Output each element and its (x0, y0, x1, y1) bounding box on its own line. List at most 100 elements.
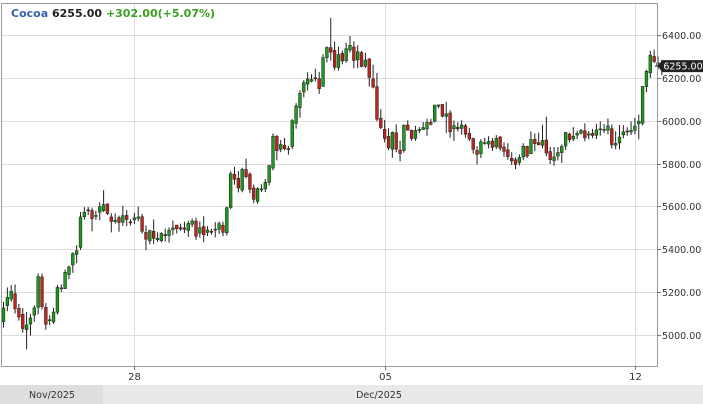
candle-up (55, 287, 60, 313)
last-price-tag-shape (658, 60, 703, 73)
candle-up (529, 139, 533, 154)
candle-up (63, 271, 67, 289)
candle-down (467, 133, 472, 140)
candle-up (648, 54, 652, 74)
candle-down (590, 133, 595, 136)
month-block-nov (0, 385, 103, 404)
candle-down (652, 56, 656, 62)
candle-up (309, 79, 314, 82)
candle-up (51, 311, 56, 323)
candle-up (640, 86, 645, 124)
candle-up (560, 146, 564, 153)
y-tick-label: 6000.00 (662, 117, 701, 128)
candle-down (610, 128, 614, 146)
candle-down (125, 215, 129, 220)
candle-up (67, 266, 71, 275)
candle-up (421, 127, 425, 130)
last-price-tag: 6255.00 (658, 60, 703, 73)
candle-up (637, 120, 641, 125)
candle-up (336, 54, 341, 68)
candle-up (598, 128, 602, 131)
candle-down (340, 52, 344, 62)
candle-up (255, 188, 260, 202)
symbol-name: Cocoa (11, 7, 49, 20)
candle-down (525, 146, 529, 157)
candle-down (394, 132, 398, 150)
candle-down (13, 293, 17, 310)
candle-up (159, 233, 163, 241)
candle-up (205, 229, 210, 233)
x-tick-label: 28 (128, 372, 141, 383)
y-tick-label: 5400.00 (662, 245, 701, 256)
candle-up (136, 216, 140, 219)
y-tick-label: 6400.00 (662, 31, 701, 42)
candle-down (313, 77, 318, 80)
candle-up (363, 59, 368, 67)
candle-down (490, 140, 495, 148)
candle-down (386, 136, 391, 149)
candle-up (390, 132, 395, 150)
candle-up (356, 51, 360, 61)
candle-up (298, 93, 302, 108)
candle-up (271, 135, 275, 169)
candle-down (398, 149, 402, 154)
candle-up (28, 317, 33, 325)
candle-up (344, 48, 348, 61)
candle-down (152, 231, 156, 239)
candle-up (614, 143, 618, 146)
candle-up (486, 141, 491, 145)
candle-down (383, 129, 387, 139)
candle-down (537, 142, 541, 145)
month-strip (0, 385, 703, 404)
candle-up (229, 173, 233, 208)
candle-up (24, 324, 29, 330)
candle-down (548, 151, 552, 160)
candle-down (440, 104, 445, 117)
candle-up (563, 132, 568, 147)
y-tick-label: 5600.00 (662, 202, 701, 213)
candle-up (267, 165, 271, 183)
candle-down (163, 234, 167, 237)
candle-up (483, 142, 487, 144)
candle-down (86, 209, 90, 212)
y-tick-label: 5000.00 (662, 331, 701, 342)
candle-down (236, 178, 240, 189)
candle-up (321, 57, 325, 87)
candle-down (17, 308, 21, 318)
candle-up (306, 78, 310, 85)
candle-down (40, 276, 44, 307)
candle-down (359, 52, 364, 67)
candle-down (248, 173, 252, 190)
candle-down (209, 231, 214, 233)
candle-up (240, 169, 244, 191)
candle-up (5, 297, 9, 306)
candle-up (98, 206, 102, 213)
candle-up (32, 307, 36, 316)
candle-up (167, 229, 171, 236)
candle-up (155, 238, 160, 240)
candle-up (48, 319, 52, 322)
candle-down (109, 216, 113, 222)
candle-down (182, 227, 187, 230)
candle-up (290, 120, 294, 147)
candle-up (171, 227, 175, 231)
candle-up (1, 307, 6, 322)
candle-down (475, 150, 479, 155)
candle-down (463, 125, 468, 135)
x-tick-label: 12 (629, 372, 642, 383)
candle-up (113, 219, 117, 222)
candle-down (140, 216, 144, 232)
candle-up (82, 211, 86, 217)
y-tick-label: 6200.00 (662, 74, 701, 85)
candle-down (329, 47, 333, 53)
candle-up (59, 287, 63, 290)
candle-down (128, 221, 133, 224)
candle-down (232, 174, 237, 180)
candle-down (282, 145, 287, 150)
candle-up (417, 129, 421, 131)
candle-down (202, 226, 206, 235)
candle-up (101, 204, 106, 211)
candle-up (602, 129, 606, 131)
candle-down (544, 139, 549, 154)
